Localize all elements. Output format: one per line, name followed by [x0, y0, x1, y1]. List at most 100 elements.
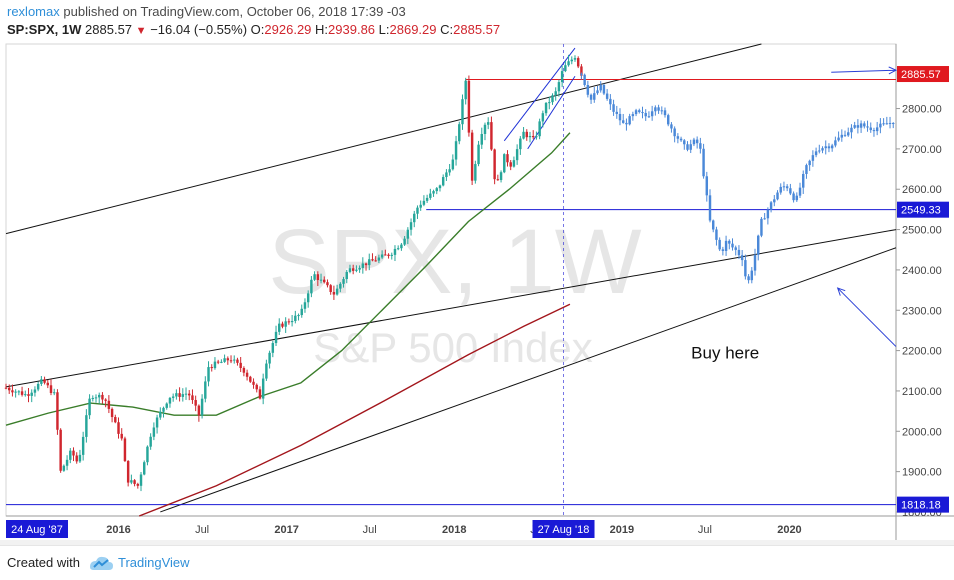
candle: [358, 265, 361, 273]
candle: [422, 195, 426, 207]
y-tick-label: 2700.00: [902, 144, 942, 156]
projection-candle: [795, 192, 799, 202]
candle-body: [695, 139, 699, 144]
candle: [544, 102, 548, 116]
candle-body: [46, 382, 50, 386]
candle-body: [20, 391, 24, 395]
candle: [419, 200, 422, 211]
candle-body: [480, 133, 483, 145]
candle-body: [464, 80, 467, 100]
x-tick-label: Jul: [363, 524, 377, 536]
candle-body: [863, 123, 866, 127]
y-tick-label: 2500.00: [902, 225, 942, 237]
candle-body: [528, 135, 532, 138]
author-link[interactable]: rexlomax: [7, 4, 60, 19]
candle-body: [506, 154, 509, 163]
candle-body: [406, 229, 410, 239]
tradingview-logo-icon[interactable]: [88, 553, 114, 573]
candle: [65, 455, 69, 471]
candle: [493, 148, 496, 185]
candle-body: [789, 188, 792, 194]
candle: [175, 389, 178, 400]
candle-body: [666, 115, 670, 125]
candle-body: [178, 393, 181, 397]
candle: [194, 395, 197, 412]
projection-candles: [580, 72, 895, 284]
candle-body: [101, 394, 104, 400]
candle: [117, 417, 120, 439]
candle: [464, 77, 467, 105]
candle-body: [323, 279, 326, 283]
candle: [332, 285, 336, 300]
projection-candle: [888, 116, 892, 129]
candle-body: [548, 102, 551, 104]
candle: [454, 135, 458, 166]
candle: [226, 356, 230, 365]
candle: [576, 56, 580, 69]
candle-body: [445, 172, 448, 178]
candle-body: [438, 185, 442, 189]
candle-body: [805, 165, 808, 174]
candle-body: [294, 315, 297, 322]
projection-candle: [625, 118, 628, 131]
candle-body: [435, 188, 438, 192]
candle-body: [306, 293, 310, 303]
candle: [355, 265, 358, 273]
candle-body: [69, 450, 72, 460]
candle-body: [316, 274, 320, 281]
candle-body: [888, 122, 892, 124]
projection-candle: [779, 183, 782, 195]
candle-body: [605, 93, 609, 99]
candle: [278, 318, 281, 336]
candle-body: [300, 308, 303, 316]
candle-body: [75, 455, 78, 462]
candle: [445, 169, 448, 181]
candle-body: [110, 408, 114, 418]
footer-separator: [0, 540, 954, 545]
candle: [512, 156, 516, 168]
candle-body: [114, 417, 117, 423]
projection-candle: [814, 147, 818, 158]
watermark-description: S&P 500 Index: [313, 324, 592, 371]
candle-body: [335, 288, 339, 295]
x-tick-label: 2019: [610, 524, 634, 536]
candle: [159, 407, 162, 420]
candle-body: [827, 146, 831, 149]
candle: [548, 96, 551, 110]
candle: [114, 414, 117, 424]
candle: [49, 379, 53, 396]
candle-body: [371, 259, 374, 261]
candle-body: [98, 394, 101, 398]
candle: [416, 205, 419, 219]
projection-candle: [766, 207, 770, 225]
candle: [499, 170, 503, 183]
candle-body: [380, 254, 384, 258]
projection-candle: [757, 234, 760, 261]
candle-body: [24, 394, 27, 396]
candle: [361, 257, 365, 274]
candle-body: [882, 123, 885, 125]
projection-candle: [715, 226, 718, 246]
candle: [242, 366, 246, 377]
tradingview-link[interactable]: TradingView: [118, 555, 190, 570]
candle: [348, 264, 352, 274]
candle-body: [403, 238, 406, 245]
candle-body: [197, 405, 201, 416]
candle-body: [242, 368, 246, 373]
candle-body: [474, 164, 477, 181]
candle-body: [599, 84, 602, 91]
candle-body: [628, 116, 631, 125]
projection-candle: [654, 105, 657, 116]
candle: [335, 284, 339, 296]
candle-body: [522, 131, 525, 139]
candle: [294, 310, 297, 324]
candle: [329, 284, 332, 295]
price-chart[interactable]: SPX, 1W S&P 500 Index Buy here 1800.0019…: [0, 42, 954, 540]
projection-candle: [785, 184, 789, 192]
candle: [36, 381, 40, 392]
price-axis: 1800.001900.002000.002100.002200.002300.…: [896, 66, 949, 519]
high-label: H:: [315, 22, 329, 37]
candle: [233, 355, 236, 364]
candle: [229, 355, 233, 364]
candle-body: [30, 392, 33, 396]
